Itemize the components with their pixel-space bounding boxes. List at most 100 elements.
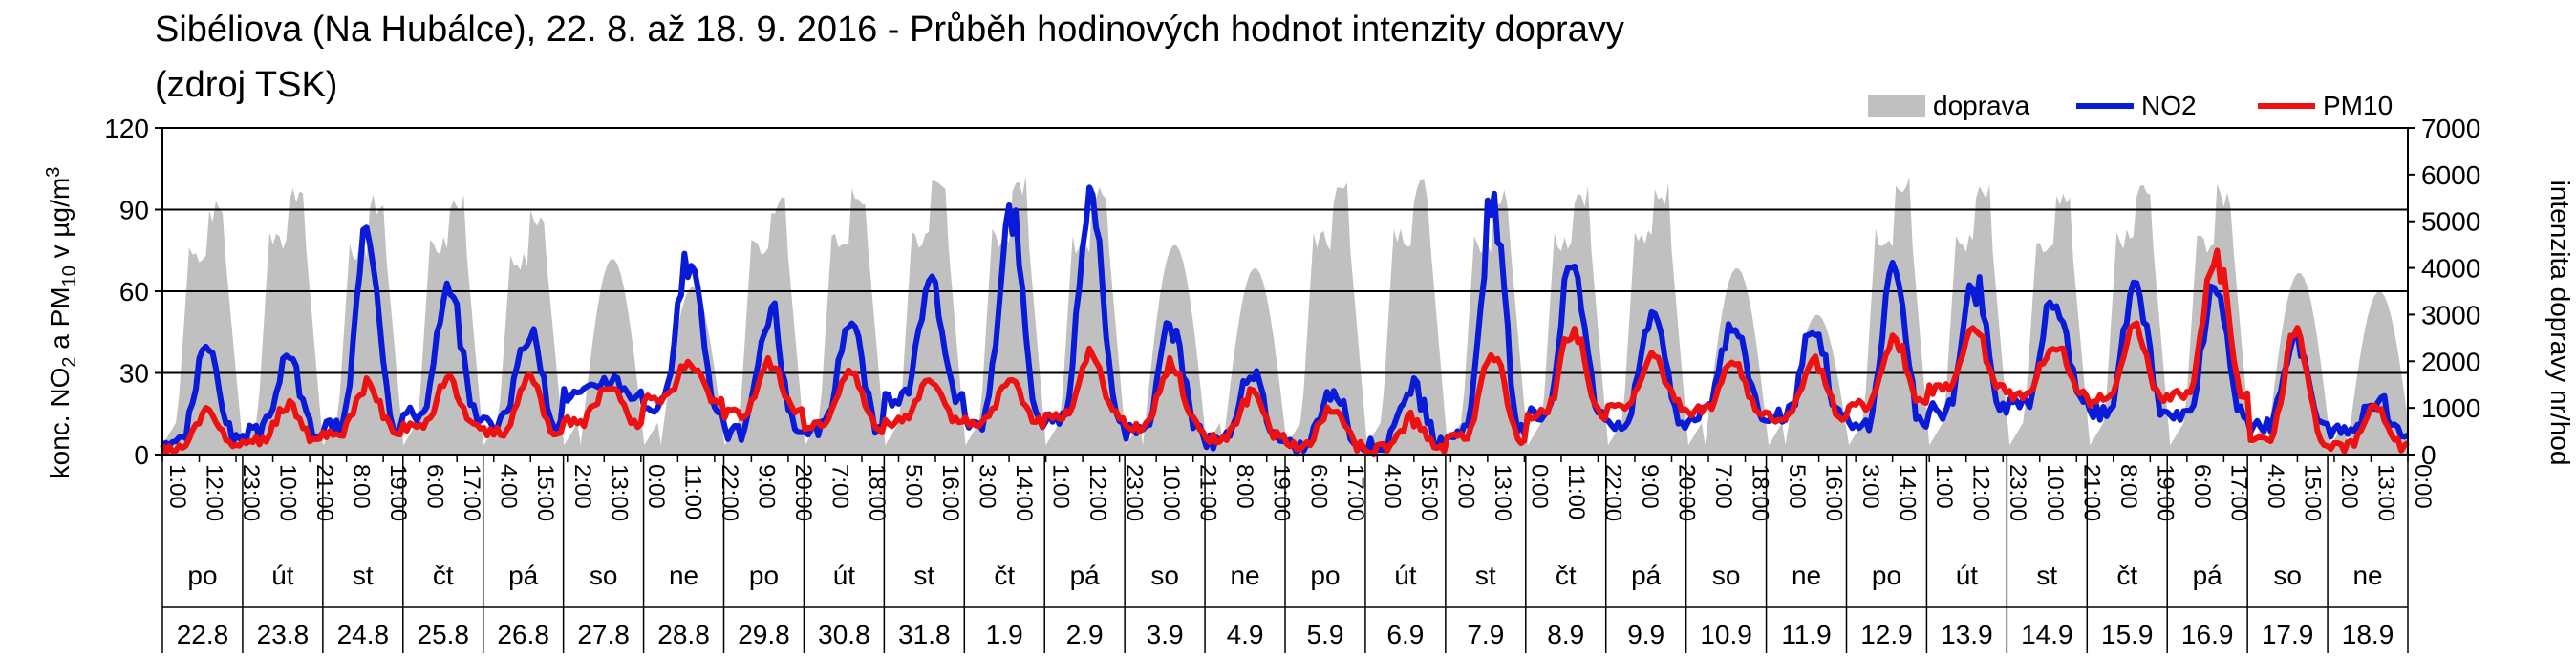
day-weekday: po <box>1310 561 1340 590</box>
x-hour-label: 9:00 <box>753 464 779 509</box>
x-hour-label: 18:00 <box>864 464 890 521</box>
day-weekday: čt <box>2116 561 2137 590</box>
y-left-tick-label: 0 <box>134 440 149 470</box>
x-hour-label: 10:00 <box>275 464 301 521</box>
y-right-tick-label: 3000 <box>2421 300 2480 329</box>
pm10-line <box>160 247 2410 457</box>
x-hour-label: 12:00 <box>1968 464 1994 521</box>
x-hour-label: 14:00 <box>1895 464 1921 521</box>
day-date: 7.9 <box>1467 620 1504 649</box>
day-weekday: čt <box>1556 561 1577 590</box>
y-right-tick-label: 0 <box>2421 440 2436 470</box>
day-weekday: ne <box>669 561 698 590</box>
day-date: 15.9 <box>2101 620 2154 649</box>
legend-label-no2: NO2 <box>2141 91 2197 120</box>
x-hour-label: 21:00 <box>311 464 337 521</box>
day-weekday: st <box>2036 561 2057 590</box>
day-date: 1.9 <box>986 620 1023 649</box>
y-right-tick-label: 1000 <box>2421 393 2480 423</box>
x-hour-label: 2:00 <box>2336 464 2362 509</box>
y-left-label-sub: 10 <box>59 265 80 286</box>
x-hour-label: 8:00 <box>2115 464 2141 509</box>
x-hour-label: 4:00 <box>1379 464 1405 509</box>
x-hour-label: 2:00 <box>569 464 595 509</box>
y-left-tick-label: 90 <box>119 196 149 225</box>
day-weekday: ne <box>2352 561 2382 590</box>
x-hour-label: 6:00 <box>422 464 448 509</box>
x-hour-label: 20:00 <box>790 464 816 521</box>
x-hour-label: 21:00 <box>1195 464 1221 521</box>
y-axis-left-label: konc. NO2 a PM10 v µg/m3 <box>43 167 80 479</box>
x-hour-label: 11:00 <box>679 464 705 519</box>
x-hour-label: 22:00 <box>717 464 742 521</box>
x-hour-label: 10:00 <box>1158 464 1184 521</box>
day-date: 4.9 <box>1227 620 1264 649</box>
day-date: 6.9 <box>1386 620 1424 649</box>
x-hour-label: 19:00 <box>385 464 411 521</box>
day-weekday: út <box>1394 561 1417 590</box>
x-hour-label: 23:00 <box>238 464 264 521</box>
day-date: 26.8 <box>497 620 549 649</box>
y-right-tick-label: 5000 <box>2421 207 2480 237</box>
x-hour-label: 1:00 <box>1048 464 1074 509</box>
y-right-tick-label: 7000 <box>2421 114 2480 143</box>
svg-text:konc. NO2 a PM10 v µg/m3: konc. NO2 a PM10 v µg/m3 <box>43 167 80 479</box>
y-axis-right-label: intenzita dopravy nr/hod <box>2545 180 2575 466</box>
x-hour-label: 8:00 <box>1232 464 1257 509</box>
axes: 0 30 60 90 120 0 1000 2000 3000 4000 5000 6000 7000 1… <box>104 114 2480 653</box>
y-left-label-sup: 3 <box>43 167 64 178</box>
x-hour-label: 22:00 <box>1599 464 1625 521</box>
y-left-label-part: v µg/m <box>45 178 75 265</box>
day-weekday: so <box>1150 561 1179 590</box>
legend-label-doprava: doprava <box>1933 91 2030 120</box>
day-date: 17.9 <box>2262 620 2314 649</box>
series-lines <box>160 184 2410 457</box>
day-date: 9.9 <box>1627 620 1664 649</box>
x-hour-label: 15:00 <box>2299 464 2325 521</box>
day-weekday: st <box>1475 561 1496 590</box>
x-hour-label: 4:00 <box>496 464 522 509</box>
x-hour-label: 7:00 <box>1710 464 1736 509</box>
y-left-label-sub: 2 <box>59 357 80 368</box>
x-hour-label: 13:00 <box>1490 464 1515 521</box>
chart-title-line2: (zdroj TSK) <box>155 65 338 105</box>
x-hour-label: 12:00 <box>202 464 227 521</box>
x-hour-label: 14:00 <box>1011 464 1037 521</box>
day-weekday: so <box>2273 561 2302 590</box>
day-date: 12.9 <box>1860 620 1913 649</box>
day-weekday: út <box>271 561 294 590</box>
x-hour-label: 23:00 <box>1122 464 1148 521</box>
x-hour-label: 6:00 <box>2189 464 2215 509</box>
day-date: 3.9 <box>1147 620 1184 649</box>
x-hour-label: 1:00 <box>164 464 190 509</box>
x-hour-label: 5:00 <box>900 464 926 509</box>
x-hour-label: 23:00 <box>2005 464 2030 521</box>
day-date: 5.9 <box>1306 620 1343 649</box>
day-date: 23.8 <box>257 620 310 649</box>
day-weekday: so <box>1712 561 1741 590</box>
day-weekday: út <box>833 561 856 590</box>
gridlines <box>162 127 2408 374</box>
day-weekday: ne <box>1792 561 1821 590</box>
day-weekday: po <box>1872 561 1901 590</box>
x-hour-label: 19:00 <box>1269 464 1295 521</box>
day-weekday: po <box>187 561 217 590</box>
day-date: 11.9 <box>1781 620 1831 649</box>
x-hour-label: 19:00 <box>2152 464 2178 521</box>
x-hour-label: 16:00 <box>1821 464 1847 521</box>
x-hour-label: 4:00 <box>2263 464 2288 509</box>
day-date: 25.8 <box>418 620 470 649</box>
chart-title-line1: Sibéliova (Na Hubálce), 22. 8. až 18. 9.… <box>155 10 1624 50</box>
day-weekday: so <box>590 561 618 590</box>
day-weekday: pá <box>508 561 539 590</box>
day-date: 30.8 <box>818 620 870 649</box>
y-left-tick-label: 120 <box>104 114 149 143</box>
day-weekday: pá <box>1631 561 1662 590</box>
day-date: 29.8 <box>738 620 790 649</box>
legend-swatch-doprava <box>1868 95 1925 117</box>
legend: doprava NO2 PM10 <box>1868 91 2393 120</box>
x-hour-label: 5:00 <box>1784 464 1810 509</box>
day-date: 14.9 <box>2021 620 2073 649</box>
x-hour-label: 13:00 <box>606 464 632 521</box>
